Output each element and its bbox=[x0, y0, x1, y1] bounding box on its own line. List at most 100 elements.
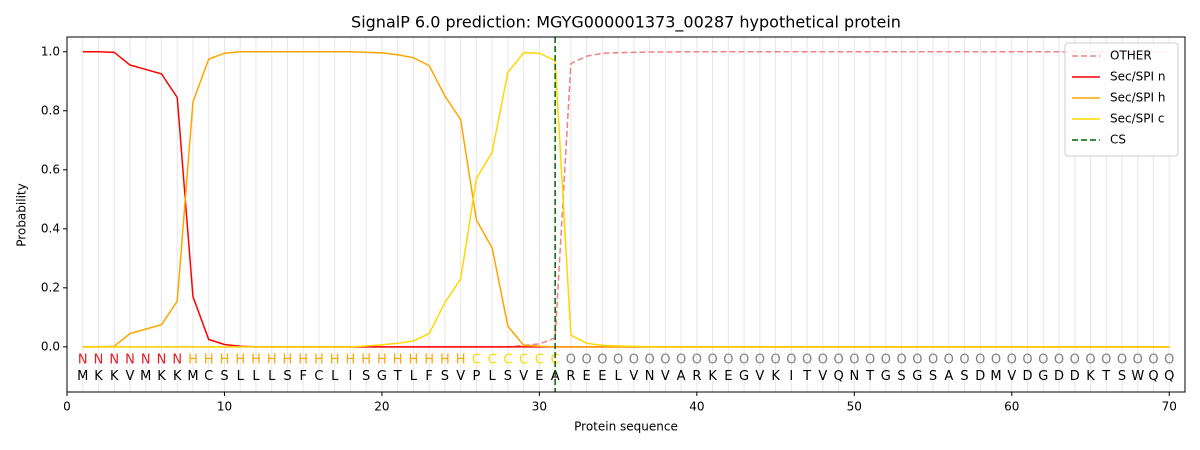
residue: F bbox=[425, 369, 432, 384]
region-label: C bbox=[503, 353, 512, 368]
region-label: O bbox=[1038, 353, 1048, 368]
residue: A bbox=[677, 369, 686, 384]
region-label: O bbox=[1054, 353, 1064, 368]
residue: N bbox=[645, 369, 655, 384]
residue: K bbox=[110, 369, 119, 384]
residue: T bbox=[802, 369, 811, 384]
residue: A bbox=[551, 369, 560, 384]
residue: L bbox=[331, 369, 339, 384]
region-label: H bbox=[330, 353, 340, 368]
region-label: O bbox=[1022, 353, 1032, 368]
residue: T bbox=[1101, 369, 1110, 384]
region-label: O bbox=[676, 353, 686, 368]
region-label: O bbox=[660, 353, 670, 368]
series-line bbox=[82, 51, 1170, 348]
x-tick-label: 70 bbox=[1162, 400, 1177, 414]
plot-frame bbox=[66, 36, 1186, 393]
region-label: O bbox=[613, 353, 623, 368]
residue: N bbox=[849, 369, 859, 384]
residue: M bbox=[990, 369, 1001, 384]
region-label: O bbox=[739, 353, 749, 368]
region-label: C bbox=[472, 353, 481, 368]
region-label: O bbox=[597, 353, 607, 368]
residue: L bbox=[252, 369, 260, 384]
residue: W bbox=[1131, 369, 1144, 384]
region-label: H bbox=[283, 353, 293, 368]
residue: A bbox=[944, 369, 953, 384]
residue: K bbox=[94, 369, 103, 384]
residue: L bbox=[410, 369, 418, 384]
series-line bbox=[82, 51, 1170, 348]
residue: P bbox=[472, 369, 480, 384]
region-label: O bbox=[818, 353, 828, 368]
residue: K bbox=[708, 369, 717, 384]
region-label: O bbox=[582, 353, 592, 368]
residue: C bbox=[314, 369, 323, 384]
residue: G bbox=[739, 369, 749, 384]
region-label: O bbox=[707, 353, 717, 368]
residue: E bbox=[535, 369, 543, 384]
region-label: N bbox=[78, 353, 88, 368]
region-label: O bbox=[849, 353, 859, 368]
region-label: N bbox=[172, 353, 182, 368]
residue: G bbox=[912, 369, 922, 384]
residue: L bbox=[615, 369, 623, 384]
region-label: O bbox=[991, 353, 1001, 368]
x-tick-label: 50 bbox=[847, 400, 862, 414]
region-label: O bbox=[692, 353, 702, 368]
residue: S bbox=[897, 369, 905, 384]
region-label: H bbox=[314, 353, 324, 368]
residue: G bbox=[377, 369, 387, 384]
region-label: O bbox=[786, 353, 796, 368]
region-label: C bbox=[551, 353, 560, 368]
residue: L bbox=[268, 369, 276, 384]
x-tick-label: 0 bbox=[63, 400, 71, 414]
residue: V bbox=[755, 369, 764, 384]
legend-label: CS bbox=[1110, 133, 1126, 147]
residue: G bbox=[1038, 369, 1048, 384]
region-label: H bbox=[346, 353, 356, 368]
legend-box bbox=[1064, 42, 1179, 157]
series-line bbox=[82, 51, 1170, 348]
residue: D bbox=[1070, 369, 1080, 384]
region-label: H bbox=[377, 353, 387, 368]
region-label: H bbox=[220, 353, 230, 368]
residue: V bbox=[519, 369, 528, 384]
residue: T bbox=[865, 369, 874, 384]
region-label: O bbox=[1148, 353, 1158, 368]
region-label: O bbox=[1070, 353, 1080, 368]
region-label: O bbox=[928, 353, 938, 368]
legend-label: Sec/SPI n bbox=[1110, 70, 1165, 84]
region-label: H bbox=[361, 353, 371, 368]
residue: K bbox=[157, 369, 166, 384]
region-label: H bbox=[188, 353, 198, 368]
x-tick-label: 10 bbox=[217, 400, 232, 414]
region-label: O bbox=[723, 353, 733, 368]
residue: I bbox=[349, 369, 353, 384]
region-label: O bbox=[959, 353, 969, 368]
residue: L bbox=[237, 369, 245, 384]
residue: L bbox=[489, 369, 497, 384]
y-tick-label: 1.0 bbox=[41, 44, 60, 58]
residue: R bbox=[566, 369, 575, 384]
residue: G bbox=[881, 369, 891, 384]
residue: E bbox=[724, 369, 732, 384]
residue: V bbox=[629, 369, 638, 384]
residue: V bbox=[1007, 369, 1016, 384]
region-label: H bbox=[424, 353, 434, 368]
region-label: O bbox=[629, 353, 639, 368]
residue: V bbox=[126, 369, 135, 384]
x-axis-label: Protein sequence bbox=[574, 420, 678, 434]
residue: M bbox=[187, 369, 198, 384]
residue: S bbox=[929, 369, 937, 384]
region-label: O bbox=[944, 353, 954, 368]
legend-label: Sec/SPI c bbox=[1110, 112, 1164, 126]
x-tick-label: 40 bbox=[689, 400, 704, 414]
region-label: O bbox=[1117, 353, 1127, 368]
region-label: O bbox=[1101, 353, 1111, 368]
region-label: C bbox=[488, 353, 497, 368]
region-label: H bbox=[251, 353, 261, 368]
region-label: N bbox=[125, 353, 135, 368]
residue: Q bbox=[1164, 369, 1174, 384]
